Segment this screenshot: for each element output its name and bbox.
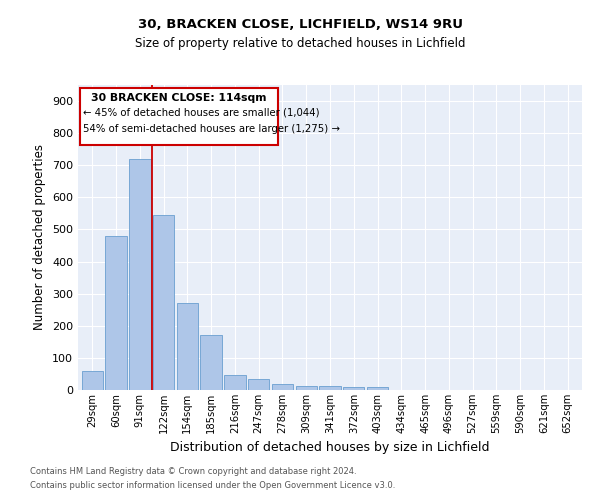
Bar bbox=[319, 386, 341, 390]
Bar bbox=[248, 379, 269, 390]
Text: Size of property relative to detached houses in Lichfield: Size of property relative to detached ho… bbox=[135, 38, 465, 51]
Text: 54% of semi-detached houses are larger (1,275) →: 54% of semi-detached houses are larger (… bbox=[83, 124, 340, 134]
Bar bbox=[224, 375, 245, 390]
Text: Contains HM Land Registry data © Crown copyright and database right 2024.: Contains HM Land Registry data © Crown c… bbox=[30, 467, 356, 476]
Text: 30 BRACKEN CLOSE: 114sqm: 30 BRACKEN CLOSE: 114sqm bbox=[91, 94, 267, 104]
Text: 30, BRACKEN CLOSE, LICHFIELD, WS14 9RU: 30, BRACKEN CLOSE, LICHFIELD, WS14 9RU bbox=[137, 18, 463, 30]
Bar bbox=[343, 388, 364, 390]
Bar bbox=[82, 370, 103, 390]
Text: ← 45% of detached houses are smaller (1,044): ← 45% of detached houses are smaller (1,… bbox=[83, 108, 320, 118]
Bar bbox=[200, 335, 222, 390]
FancyBboxPatch shape bbox=[80, 88, 278, 146]
Bar bbox=[367, 388, 388, 390]
Bar bbox=[106, 236, 127, 390]
Bar bbox=[153, 215, 174, 390]
Text: Contains public sector information licensed under the Open Government Licence v3: Contains public sector information licen… bbox=[30, 481, 395, 490]
Bar bbox=[272, 384, 293, 390]
Bar bbox=[129, 159, 151, 390]
Bar bbox=[176, 304, 198, 390]
Bar bbox=[296, 386, 317, 390]
X-axis label: Distribution of detached houses by size in Lichfield: Distribution of detached houses by size … bbox=[170, 442, 490, 454]
Y-axis label: Number of detached properties: Number of detached properties bbox=[34, 144, 46, 330]
